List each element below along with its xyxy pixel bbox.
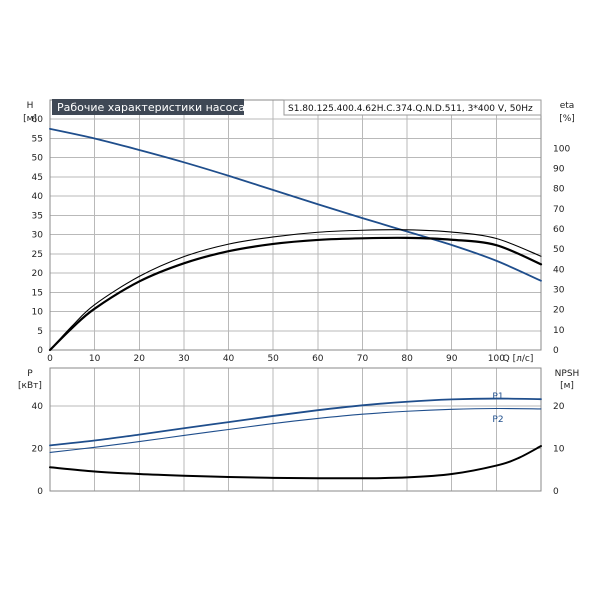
power-axis-unit: [кВт] xyxy=(18,381,42,391)
flow-tick-label: 60 xyxy=(312,354,324,364)
chart-title-background xyxy=(52,99,244,115)
head-tick-label: 30 xyxy=(32,231,44,241)
efficiency-tick-label: 40 xyxy=(553,265,565,275)
head-chart-series xyxy=(48,127,543,352)
head-chart-frame xyxy=(49,99,542,351)
power-chart-series xyxy=(49,397,542,480)
head-tick-label: 35 xyxy=(32,211,43,221)
efficiency-tick-label: 60 xyxy=(553,225,565,235)
head-axis-label: H xyxy=(27,101,34,111)
head-chart-grid xyxy=(49,100,541,351)
efficiency-tick-label: 30 xyxy=(553,286,565,296)
flow-tick-label: 10 xyxy=(89,354,101,364)
head-axis-ticks: 0 5 10 15 20 25 30 35 40 45 50 55 60 xyxy=(32,115,44,356)
flow-tick-label: 50 xyxy=(267,354,279,364)
npsh-tick-label: 0 xyxy=(553,487,559,497)
efficiency-tick-label: 10 xyxy=(553,326,565,336)
head-tick-label: 60 xyxy=(32,115,44,125)
power-tick-label: 0 xyxy=(37,487,43,497)
head-tick-label: 5 xyxy=(37,327,43,337)
npsh-tick-label: 10 xyxy=(553,445,565,455)
head-tick-label: 15 xyxy=(32,288,43,298)
head-tick-label: 10 xyxy=(32,308,44,318)
flow-tick-label: 70 xyxy=(357,354,369,364)
head-tick-label: 0 xyxy=(37,346,43,356)
power-p2-curve xyxy=(49,407,542,453)
efficiency-tick-label: 80 xyxy=(553,185,565,195)
efficiency-axis-ticks: 0 10 20 30 40 50 60 70 80 90 100 xyxy=(553,144,570,356)
legend-p2: P2 xyxy=(492,415,503,425)
head-tick-label: 45 xyxy=(32,173,43,183)
power-tick-label: 20 xyxy=(32,445,44,455)
npsh-curve xyxy=(49,445,542,480)
flow-axis-ticks: 0 10 20 30 40 50 60 70 80 90 100 xyxy=(47,354,505,364)
efficiency-tick-label: 20 xyxy=(553,306,565,316)
flow-tick-label: 100 xyxy=(488,354,505,364)
npsh-tick-label: 20 xyxy=(553,402,565,412)
head-curve xyxy=(49,127,542,282)
flow-tick-label: 20 xyxy=(134,354,146,364)
efficiency-curve-upper xyxy=(49,229,542,351)
flow-tick-label: 90 xyxy=(446,354,458,364)
head-tick-label: 50 xyxy=(32,154,44,164)
efficiency-tick-label: 100 xyxy=(553,144,570,154)
chart-title: Рабочие характеристики насоса xyxy=(57,101,245,114)
efficiency-tick-label: 0 xyxy=(553,346,559,356)
chart-subtitle-box xyxy=(283,99,542,116)
flow-tick-label: 40 xyxy=(223,354,235,364)
npsh-axis-ticks: 0 10 20 xyxy=(553,402,565,497)
flow-tick-label: 0 xyxy=(47,354,53,364)
efficiency-axis-unit: [%] xyxy=(559,114,575,124)
head-tick-label: 40 xyxy=(32,192,44,202)
efficiency-tick-label: 90 xyxy=(553,165,565,175)
flow-axis-label: Q [л/с] xyxy=(503,354,534,364)
npsh-axis-label: NPSH xyxy=(555,369,580,379)
efficiency-tick-label: 50 xyxy=(553,245,565,255)
power-chart-frame xyxy=(49,367,542,492)
head-tick-label: 55 xyxy=(32,134,43,144)
head-axis-unit: [м] xyxy=(23,114,37,124)
chart-subtitle: S1.80.125.400.4.62H.C.374.Q.N.D.511, 3*4… xyxy=(288,104,533,114)
efficiency-axis-label: eta xyxy=(560,101,575,111)
flow-tick-label: 30 xyxy=(178,354,190,364)
flow-tick-label: 80 xyxy=(401,354,413,364)
power-tick-label: 40 xyxy=(32,402,44,412)
npsh-axis-unit: [м] xyxy=(560,381,574,391)
head-tick-label: 20 xyxy=(32,269,44,279)
efficiency-tick-label: 70 xyxy=(553,205,565,215)
efficiency-curve-lower xyxy=(48,236,543,352)
head-tick-label: 25 xyxy=(32,250,43,260)
power-axis-label: P xyxy=(27,369,33,379)
legend-p1: P1 xyxy=(492,392,503,402)
power-axis-ticks: 0 20 40 xyxy=(32,402,44,497)
power-p1-curve xyxy=(49,397,542,447)
